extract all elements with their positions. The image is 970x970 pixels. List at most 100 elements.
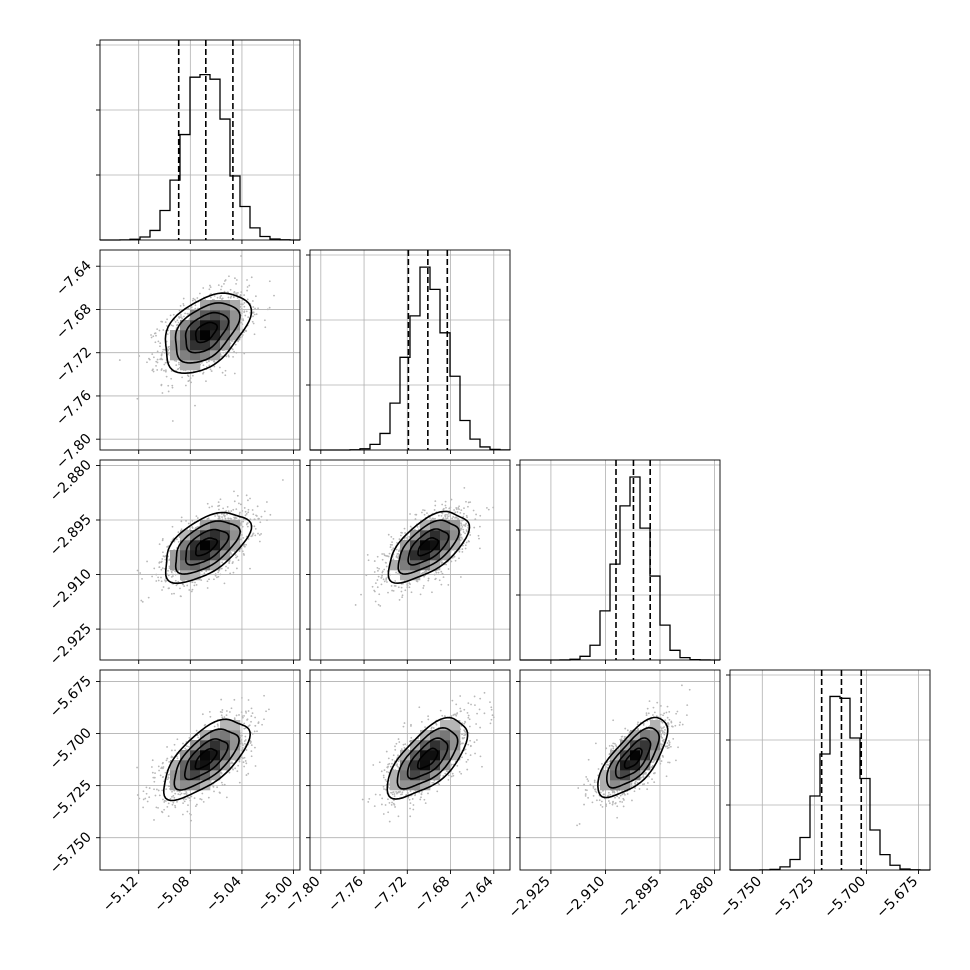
sample-point: [250, 720, 252, 723]
sample-point: [249, 567, 251, 570]
density-cell: [190, 320, 201, 331]
density-cell: [420, 560, 431, 571]
density-cell: [200, 300, 211, 311]
sample-point: [433, 573, 436, 576]
sample-point: [146, 560, 148, 563]
sample-point: [403, 527, 406, 530]
sample-point: [250, 276, 253, 279]
sample-point: [460, 509, 463, 512]
sample-point: [202, 364, 205, 367]
sample-point: [467, 501, 470, 504]
sample-point: [177, 367, 180, 370]
sample-point: [227, 355, 230, 358]
density-cell: [180, 550, 191, 561]
sample-point: [235, 282, 237, 285]
sample-point: [440, 561, 443, 564]
sample-point: [183, 315, 185, 318]
sample-point: [245, 762, 248, 765]
sample-point: [218, 508, 220, 511]
sample-point: [461, 525, 464, 528]
sample-point: [183, 800, 186, 803]
sample-point: [202, 287, 205, 289]
sample-point: [252, 315, 254, 318]
sample-point: [365, 574, 368, 577]
sample-point: [247, 538, 250, 540]
sample-point: [478, 537, 480, 540]
sample-point: [183, 585, 186, 588]
sample-point: [219, 573, 222, 576]
sample-point: [243, 722, 246, 725]
sample-point: [164, 321, 167, 324]
sample-point: [244, 510, 247, 513]
sample-point: [226, 506, 229, 508]
sample-point: [138, 797, 141, 800]
sample-point: [458, 508, 460, 511]
sample-point: [161, 392, 164, 394]
sample-point: [396, 553, 399, 555]
sample-point: [401, 531, 403, 534]
sample-point: [251, 712, 254, 715]
density-cell: [180, 530, 191, 541]
sample-point: [208, 506, 211, 509]
sample-point: [240, 291, 243, 293]
density-cell: [180, 570, 191, 581]
sample-point: [385, 577, 388, 580]
sample-point: [209, 284, 211, 287]
sample-point: [206, 502, 209, 505]
density-cell: [210, 530, 221, 541]
sample-point: [455, 507, 458, 509]
sample-point: [389, 546, 392, 548]
sample-point: [408, 582, 411, 585]
sample-point: [257, 532, 259, 535]
sample-point: [453, 555, 456, 558]
sample-point: [189, 581, 192, 584]
density-cell: [180, 360, 191, 371]
sample-point: [118, 359, 121, 361]
sample-point: [475, 513, 477, 516]
sample-point: [163, 808, 166, 811]
sample-point: [221, 516, 223, 518]
panel-frame: [309, 249, 511, 451]
sample-point: [376, 579, 379, 581]
sample-point: [178, 317, 181, 319]
sample-point: [155, 334, 157, 337]
sample-point: [463, 512, 465, 515]
sample-point: [391, 543, 393, 546]
sample-point: [381, 574, 383, 577]
sample-point: [238, 781, 241, 784]
sample-point: [458, 550, 461, 553]
sample-point: [381, 570, 384, 573]
density-cell: [180, 560, 191, 571]
sample-point: [268, 280, 271, 283]
sample-point: [427, 577, 430, 580]
density-cell: [230, 300, 241, 311]
sample-point: [477, 534, 480, 537]
sample-point: [223, 515, 226, 518]
sample-point: [422, 584, 425, 587]
sample-point: [266, 519, 268, 522]
sample-point: [228, 275, 230, 278]
sample-point: [389, 543, 392, 546]
sample-point: [241, 323, 244, 326]
sample-point: [466, 516, 468, 519]
density-cell: [200, 340, 211, 351]
sample-point: [151, 353, 154, 356]
sample-point: [213, 725, 216, 728]
sample-point: [244, 514, 247, 517]
sample-point: [175, 324, 178, 327]
sample-point: [400, 590, 403, 593]
sample-point: [194, 581, 196, 584]
sample-point: [380, 583, 383, 586]
sample-point: [190, 306, 193, 309]
sample-point: [427, 579, 430, 582]
sample-point: [255, 515, 258, 517]
sample-point: [230, 510, 233, 512]
sample-point: [214, 574, 217, 577]
sample-point: [398, 599, 401, 601]
sample-point: [161, 589, 163, 591]
sample-point: [457, 506, 460, 509]
sample-point: [156, 361, 159, 364]
sample-point: [376, 586, 379, 589]
sample-point: [224, 279, 227, 281]
sample-point: [387, 533, 390, 536]
